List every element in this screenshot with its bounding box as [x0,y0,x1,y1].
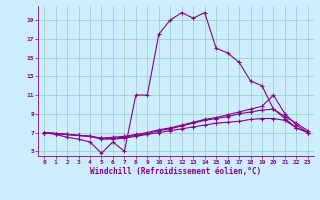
X-axis label: Windchill (Refroidissement éolien,°C): Windchill (Refroidissement éolien,°C) [91,167,261,176]
